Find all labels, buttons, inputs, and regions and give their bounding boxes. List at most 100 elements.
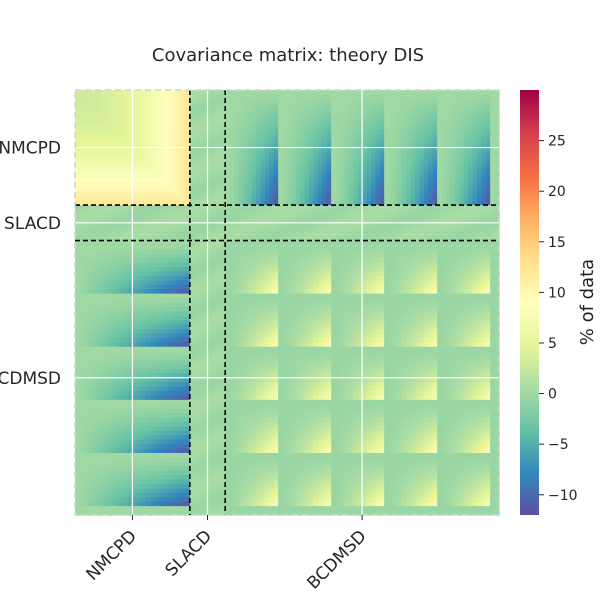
heatmap-cell <box>154 213 160 219</box>
heatmap-cell <box>92 267 98 273</box>
heatmap-cell <box>198 306 204 312</box>
heatmap-cell <box>189 262 195 268</box>
heatmap-cell <box>344 227 350 233</box>
heatmap-cell <box>92 320 98 326</box>
heatmap-cell <box>357 90 363 96</box>
heatmap-cell <box>242 289 248 295</box>
heatmap-cell <box>123 280 129 286</box>
heatmap-cell <box>295 125 301 131</box>
heatmap-cell <box>242 125 248 131</box>
heatmap-cell <box>410 218 416 224</box>
heatmap-cell <box>132 125 138 131</box>
heatmap-cell <box>101 311 107 317</box>
heatmap-cell <box>123 120 129 127</box>
heatmap-cell <box>211 267 217 273</box>
heatmap-cell <box>114 103 120 109</box>
heatmap-cell <box>322 160 328 166</box>
heatmap-cell <box>260 165 266 171</box>
heatmap-cell <box>278 200 284 206</box>
heatmap-cell <box>189 116 195 122</box>
heatmap-cell <box>348 90 354 96</box>
heatmap-cell <box>101 160 107 166</box>
heatmap-cell <box>335 271 341 277</box>
heatmap-cell <box>481 147 487 153</box>
heatmap-cell <box>287 178 293 184</box>
heatmap-cell <box>176 209 182 215</box>
heatmap-cell <box>472 213 478 219</box>
heatmap-cell <box>326 138 332 144</box>
heatmap-cell <box>189 182 195 188</box>
heatmap-cell <box>110 165 116 171</box>
heatmap-cell <box>251 240 257 246</box>
heatmap-cell <box>123 227 129 233</box>
heatmap-cell <box>203 289 209 295</box>
heatmap-cell <box>348 138 354 144</box>
heatmap-cell <box>304 271 310 277</box>
heatmap-cell <box>278 293 284 299</box>
heatmap-cell <box>397 222 403 228</box>
heatmap-cell <box>348 187 354 193</box>
heatmap-cell <box>397 289 403 295</box>
heatmap-cell <box>110 116 116 122</box>
heatmap-cell <box>379 284 385 290</box>
heatmap-cell <box>260 94 266 100</box>
heatmap-cell <box>256 138 262 144</box>
heatmap-cell <box>251 289 257 295</box>
heatmap-cell <box>198 200 204 206</box>
heatmap-cell <box>181 174 187 180</box>
heatmap-cell <box>264 103 270 109</box>
heatmap-cell <box>393 174 399 180</box>
heatmap-cell <box>123 151 129 158</box>
heatmap-cell <box>119 280 125 286</box>
heatmap-cell <box>88 98 94 104</box>
heatmap-cell <box>92 174 98 180</box>
heatmap-cell <box>181 236 187 242</box>
heatmap-cell <box>189 165 195 171</box>
heatmap-cell <box>335 262 341 268</box>
heatmap-cell <box>163 143 169 149</box>
heatmap-cell <box>242 103 248 109</box>
heatmap-cell <box>181 289 187 295</box>
heatmap-cell <box>260 107 266 113</box>
heatmap-cell <box>401 280 407 286</box>
heatmap-cell <box>344 156 350 162</box>
heatmap-cell <box>450 236 456 242</box>
heatmap-cell <box>75 160 81 166</box>
heatmap-cell <box>441 258 447 264</box>
heatmap-cell <box>472 116 478 122</box>
heatmap-cell <box>428 160 434 166</box>
heatmap-cell <box>189 147 195 153</box>
heatmap-cell <box>379 134 385 140</box>
heatmap-cell <box>278 284 284 290</box>
heatmap-cell <box>340 196 346 202</box>
heatmap-cell <box>317 182 323 188</box>
heatmap-cell <box>145 293 151 299</box>
heatmap-cell <box>229 298 235 304</box>
heatmap-cell <box>185 244 191 250</box>
heatmap-cell <box>242 134 248 140</box>
heatmap-cell <box>446 134 452 140</box>
heatmap-cell <box>300 151 306 158</box>
heatmap-cell <box>229 129 235 135</box>
heatmap-cell <box>393 143 399 149</box>
heatmap-cell <box>132 112 138 118</box>
heatmap-cell <box>282 120 288 127</box>
heatmap-cell <box>234 187 240 193</box>
heatmap-cell <box>128 151 134 158</box>
heatmap-cell <box>75 320 81 326</box>
heatmap-cell <box>459 213 465 219</box>
heatmap-cell <box>287 209 293 215</box>
heatmap-cell <box>366 253 372 259</box>
heatmap-cell <box>128 315 134 321</box>
heatmap-cell <box>476 107 482 113</box>
heatmap-cell <box>141 315 147 321</box>
heatmap-cell <box>441 253 447 259</box>
heatmap-cell <box>441 213 447 219</box>
heatmap-cell <box>97 244 103 250</box>
heatmap-cell <box>463 200 469 206</box>
heatmap-cell <box>234 262 240 268</box>
chart-title: Covariance matrix: theory DIS <box>152 45 424 66</box>
heatmap-cell <box>79 205 85 211</box>
heatmap-cell <box>167 200 173 206</box>
heatmap-cell <box>463 169 469 175</box>
